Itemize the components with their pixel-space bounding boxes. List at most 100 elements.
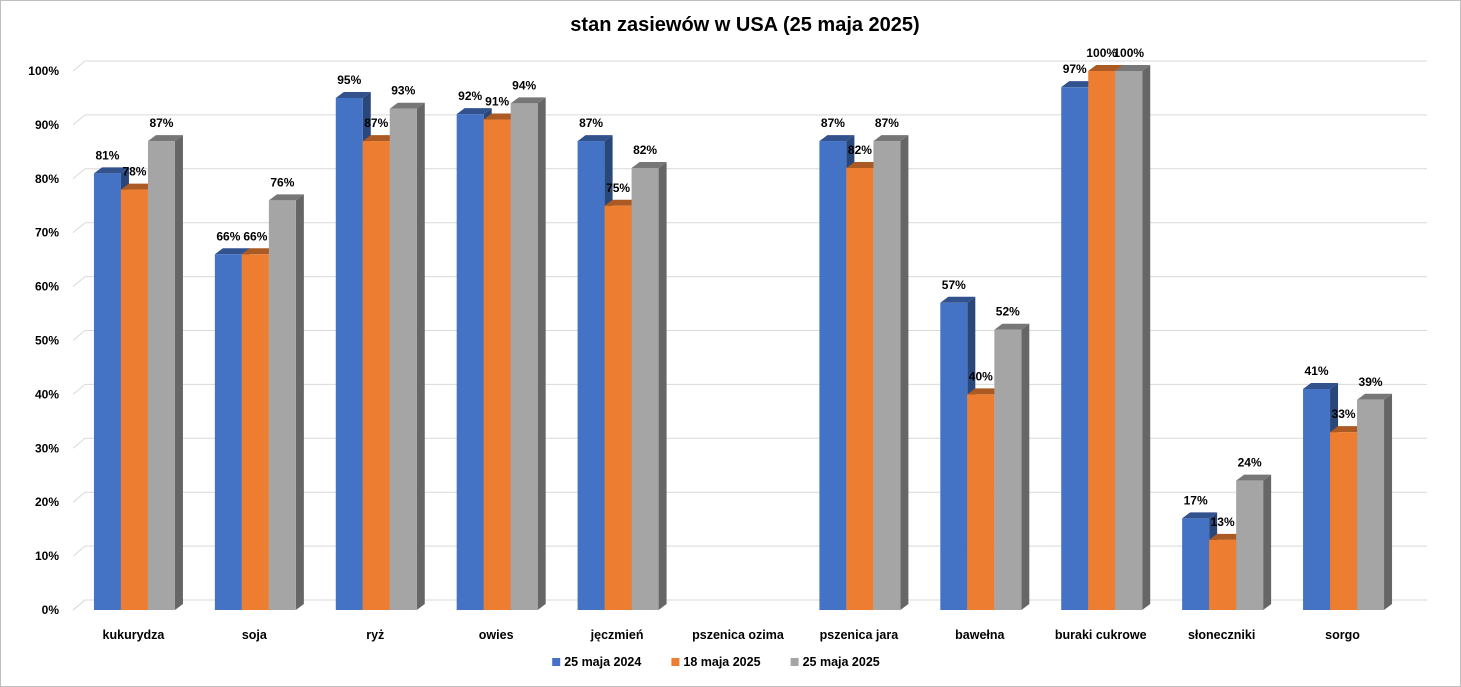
data-label: 66%: [216, 229, 240, 243]
data-label: 100%: [1086, 46, 1117, 60]
bar-25-maja-2025-9: [1236, 474, 1272, 610]
data-label: 41%: [1305, 364, 1329, 378]
bar-front: [940, 302, 968, 610]
bar-front: [147, 141, 175, 610]
bar-top: [456, 108, 492, 115]
bar-side: [1142, 65, 1151, 610]
bar-front: [335, 97, 363, 610]
data-label: 52%: [996, 305, 1020, 319]
data-label: 33%: [1332, 407, 1356, 421]
data-label: 17%: [1184, 493, 1208, 507]
x-tick-label: jęczmień: [590, 628, 644, 642]
bar-front: [846, 168, 874, 610]
x-tick-label: pszenica jara: [820, 628, 900, 642]
bar-front: [1088, 71, 1116, 610]
data-label: 76%: [270, 175, 294, 189]
bar-front: [389, 108, 417, 610]
bar-side: [1021, 323, 1030, 610]
data-label: 78%: [122, 165, 146, 179]
bar-front: [268, 200, 296, 611]
bar-front: [483, 119, 511, 610]
legend-item: 25 maja 2025: [790, 655, 880, 669]
data-label: 13%: [1211, 515, 1235, 529]
data-label: 97%: [1063, 62, 1087, 76]
data-label: 57%: [942, 278, 966, 292]
y-axis-ticks: 0% 10% 20% 30% 40% 50% 60% 70% 80% 90% 100%: [28, 64, 59, 617]
bar-top: [147, 135, 183, 142]
data-label: 39%: [1359, 375, 1383, 389]
bar-front: [93, 173, 121, 610]
bar-25-maja-2025-1: [268, 194, 304, 611]
bar-front: [873, 141, 901, 610]
legend: 25 maja 2024 18 maja 2025 25 maja 2025: [552, 655, 880, 669]
y-tick-label: 50%: [35, 334, 59, 348]
legend-swatch: [790, 658, 799, 666]
data-label: 91%: [485, 95, 509, 109]
data-label: 93%: [391, 84, 415, 98]
bar-top: [631, 162, 667, 169]
bar-top: [1209, 533, 1245, 540]
data-label: 94%: [512, 78, 536, 92]
bar-top: [940, 296, 976, 303]
gridline-diag: [72, 384, 86, 395]
y-tick-label: 30%: [35, 441, 59, 455]
bar-front: [1115, 71, 1143, 610]
x-axis-ticks: kukurydza soja ryż owies jęczmień pszenica oz…: [103, 628, 1361, 642]
bar-front: [241, 254, 269, 610]
bar-side: [900, 135, 909, 610]
bar-25-maja-2025-8: [1115, 65, 1151, 610]
bar-side: [174, 135, 183, 610]
data-label: 95%: [337, 73, 361, 87]
bar-side: [537, 97, 546, 611]
bar-front: [819, 141, 847, 610]
bar-front: [214, 254, 242, 610]
gridline-diag: [72, 491, 86, 503]
bar-front: [1357, 399, 1385, 610]
bar-25-maja-2025-0: [147, 135, 183, 610]
bar-top: [1357, 393, 1393, 400]
legend-label: 25 maja 2025: [803, 655, 880, 669]
gridline-diag: [72, 437, 86, 449]
x-tick-label: bawełna: [955, 628, 1005, 642]
legend-label: 25 maja 2024: [564, 655, 641, 669]
bar-side: [295, 194, 304, 611]
data-label: 92%: [458, 89, 482, 103]
bar-top: [268, 194, 304, 201]
bar-side: [416, 102, 425, 610]
bar-front: [604, 205, 632, 610]
bar-top: [1088, 65, 1124, 71]
bar-25-maja-2025-2: [389, 102, 425, 610]
legend-swatch: [552, 658, 561, 666]
bar-side: [1263, 474, 1272, 610]
bar-front: [456, 114, 484, 611]
bar-front: [510, 103, 538, 610]
x-tick-label: słoneczniki: [1188, 628, 1255, 642]
floor-edge: [72, 599, 86, 611]
bar-top: [241, 248, 277, 255]
x-tick-label: kukurydza: [103, 628, 166, 642]
data-label: 82%: [848, 143, 872, 157]
bar-top: [1182, 512, 1218, 519]
bar-top: [873, 135, 909, 142]
gridline-diag: [72, 114, 86, 126]
bar-25-maja-2024-7: [940, 296, 976, 610]
bar-25-maja-2025-3: [510, 97, 546, 611]
x-tick-label: pszenica ozima: [692, 628, 785, 642]
data-label: 87%: [579, 116, 603, 130]
legend-swatch: [671, 658, 680, 666]
data-label: 87%: [364, 116, 388, 130]
y-tick-label: 80%: [35, 172, 59, 186]
gridline-diag: [72, 168, 86, 180]
x-tick-label: soja: [242, 628, 268, 642]
y-tick-label: 60%: [35, 280, 59, 294]
bar-top: [967, 388, 1003, 395]
bar-top: [994, 323, 1030, 330]
y-tick-label: 0%: [42, 603, 60, 617]
y-tick-label: 10%: [35, 549, 59, 563]
bar-top: [846, 162, 882, 169]
legend-item: 18 maja 2025: [671, 655, 761, 669]
gridlines: [72, 60, 1427, 611]
chart-title: stan zasiewów w USA (25 maja 2025): [570, 14, 919, 36]
